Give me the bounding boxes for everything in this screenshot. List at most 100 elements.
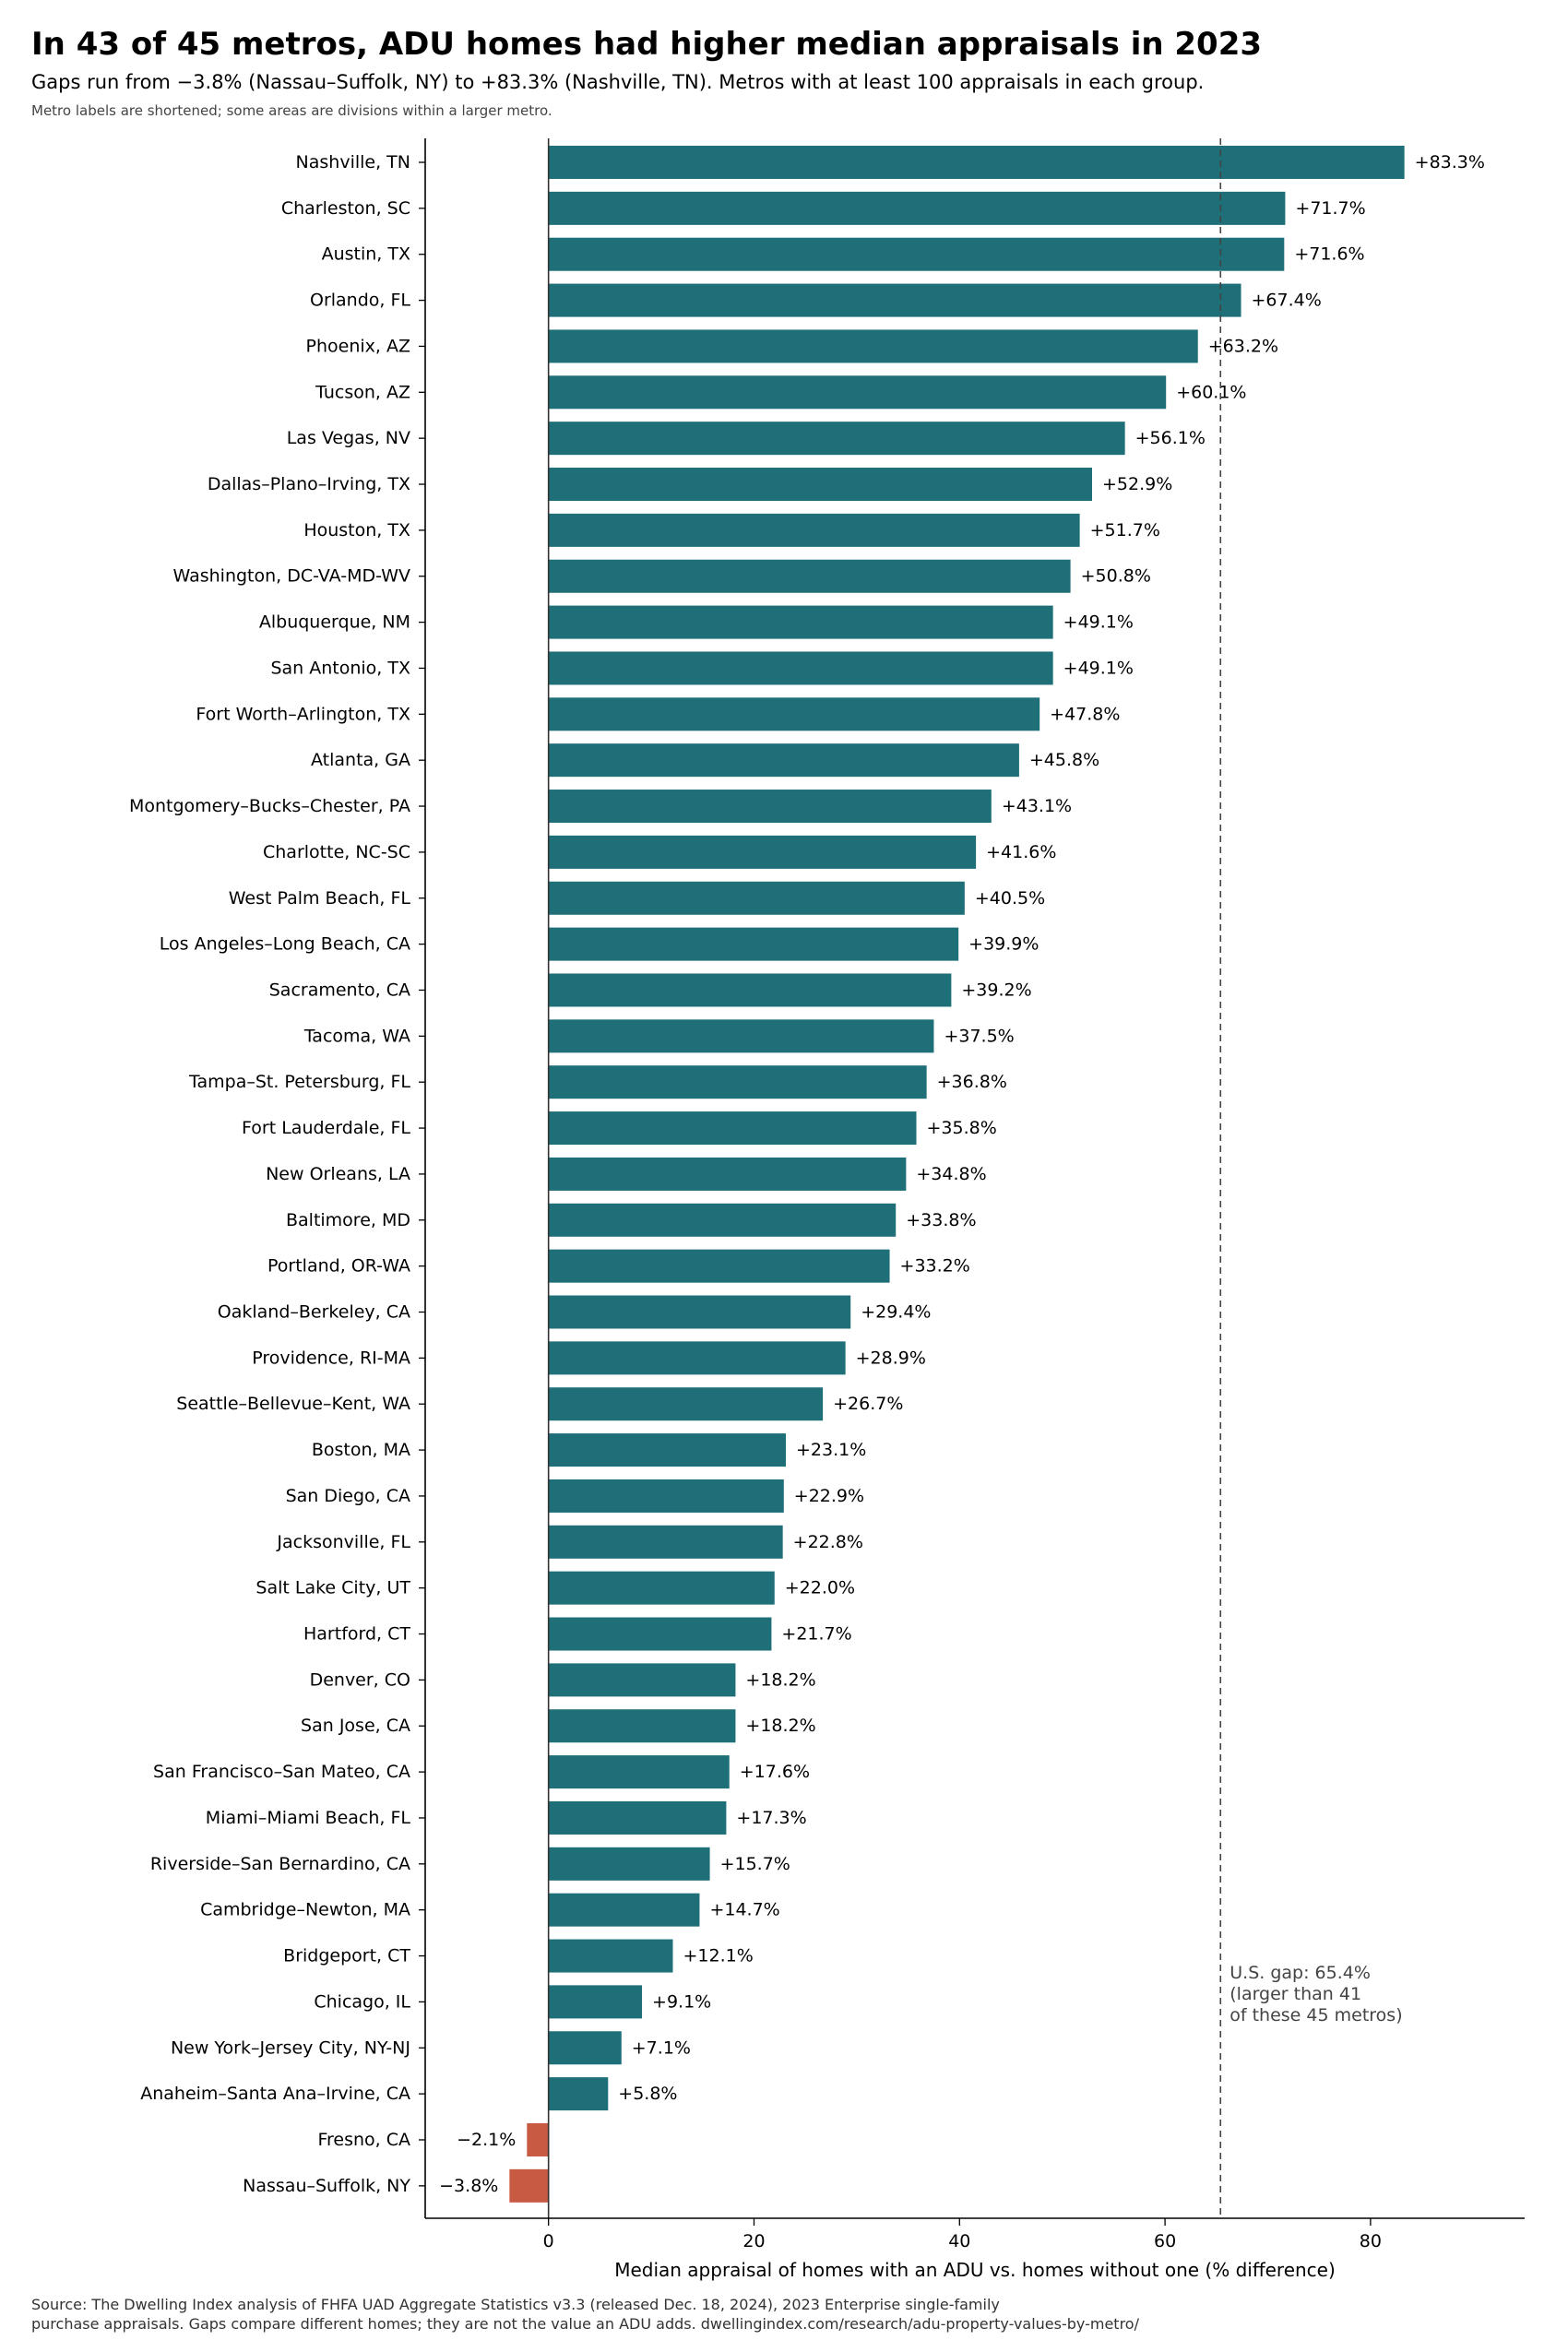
category-label: Atlanta, GA (311, 750, 410, 770)
category-label: San Antonio, TX (270, 658, 410, 678)
data-label: +23.1% (796, 1440, 866, 1460)
x-tick-label: 20 (742, 2231, 765, 2251)
data-label: +50.8% (1081, 566, 1151, 587)
category-label: Nassau–Suffolk, NY (243, 2176, 410, 2196)
data-label: +83.3% (1415, 152, 1485, 172)
category-label: Austin, TX (322, 244, 410, 265)
category-label: San Jose, CA (301, 1716, 410, 1736)
bar (548, 1939, 673, 1973)
data-label: +5.8% (618, 2084, 677, 2104)
source-line-2: purchase appraisals. Gaps compare differ… (31, 2315, 1139, 2333)
bar (548, 1847, 710, 1881)
category-label: Fresno, CA (317, 2130, 410, 2150)
data-label: +33.2% (900, 1256, 970, 1277)
data-label: +17.3% (736, 1808, 806, 1828)
bar (548, 2031, 622, 2065)
category-label: Sacramento, CA (269, 980, 410, 1000)
data-label: +39.9% (968, 934, 1039, 955)
x-tick-label: 0 (543, 2231, 554, 2251)
category-label: Anaheim–Santa Ana–Irvine, CA (140, 2084, 410, 2104)
bar (548, 605, 1053, 639)
data-label: +15.7% (720, 1854, 790, 1874)
data-label: +14.7% (709, 1900, 779, 1920)
data-label: +33.8% (906, 1210, 976, 1230)
category-label: Dallas–Plano–Irving, TX (208, 474, 410, 494)
us-gap-annotation: (larger than 41 (1229, 1984, 1361, 2004)
bar (548, 1893, 700, 1927)
bar (548, 1295, 851, 1329)
category-label: Fort Lauderdale, FL (242, 1118, 410, 1138)
bar (548, 835, 977, 869)
bar (548, 513, 1080, 547)
bar (548, 1387, 824, 1421)
data-label: +37.5% (944, 1026, 1014, 1046)
data-label: +56.1% (1135, 428, 1206, 448)
category-label: West Palm Beach, FL (229, 888, 411, 909)
category-label: Portland, OR-WA (267, 1256, 410, 1277)
category-label: Tampa–St. Petersburg, FL (188, 1072, 410, 1092)
bar (548, 559, 1071, 593)
data-label: +45.8% (1029, 750, 1099, 770)
us-gap-annotation: U.S. gap: 65.4% (1229, 1963, 1371, 1983)
bar (509, 2168, 549, 2203)
bar (548, 146, 1405, 179)
bar (548, 1019, 934, 1053)
data-label: +63.2% (1208, 336, 1278, 356)
source-line-1: Source: The Dwelling Index analysis of F… (31, 2296, 1000, 2313)
bar (548, 927, 959, 961)
data-label: +43.1% (1002, 796, 1072, 816)
category-label: Los Angeles–Long Beach, CA (160, 934, 410, 955)
category-label: San Diego, CA (286, 1486, 410, 1506)
data-label: +49.1% (1063, 612, 1134, 633)
x-axis-label: Median appraisal of homes with an ADU vs… (614, 2259, 1336, 2281)
category-label: Cambridge–Newton, MA (200, 1900, 410, 1920)
data-label: +29.4% (861, 1302, 931, 1323)
category-label: Tucson, AZ (315, 382, 410, 402)
category-label: Phoenix, AZ (306, 336, 410, 356)
data-label: +47.8% (1050, 704, 1120, 724)
bar (548, 2077, 609, 2111)
data-label: +21.7% (781, 1624, 851, 1645)
category-label: Fort Worth–Arlington, TX (196, 704, 410, 724)
data-label: +22.0% (785, 1578, 855, 1598)
category-label: Jacksonville, FL (276, 1532, 410, 1552)
data-label: +22.8% (793, 1532, 863, 1552)
bar (548, 237, 1285, 271)
data-label: +18.2% (745, 1669, 815, 1690)
bar-chart: Nashville, TN +83.3% Charleston, SC +71.7% A… (129, 138, 1525, 2281)
category-label: Las Vegas, NV (287, 428, 410, 448)
data-label: +40.5% (975, 888, 1045, 909)
category-label: Tacoma, WA (303, 1026, 410, 1046)
data-label: +22.9% (794, 1486, 864, 1506)
bar (548, 422, 1125, 456)
bar (548, 790, 992, 824)
category-label: Providence, RI-MA (252, 1348, 410, 1368)
data-label: +51.7% (1090, 520, 1160, 540)
category-label: Albuquerque, NM (259, 612, 410, 633)
chart-subtitle: Gaps run from −3.8% (Nassau–Suffolk, NY)… (31, 71, 1205, 93)
source-note: Source: The Dwelling Index analysis of F… (31, 2295, 1139, 2334)
category-label: Nashville, TN (296, 152, 410, 172)
data-label: +18.2% (745, 1716, 815, 1736)
bar (548, 973, 952, 1007)
data-label: +28.9% (856, 1348, 926, 1368)
bar (548, 743, 1019, 778)
bar (548, 697, 1040, 731)
category-label: Bridgeport, CT (283, 1946, 410, 1966)
category-label: Washington, DC-VA-MD-WV (173, 566, 410, 587)
bar (548, 1800, 727, 1835)
data-label: −3.8% (439, 2176, 498, 2196)
category-label: Baltimore, MD (286, 1210, 410, 1230)
category-label: New Orleans, LA (266, 1164, 410, 1184)
bar (548, 375, 1167, 410)
data-label: +39.2% (961, 980, 1031, 1000)
data-label: +71.7% (1295, 198, 1365, 219)
category-label: Boston, MA (312, 1440, 410, 1460)
data-label: +41.6% (986, 842, 1056, 862)
category-label: Seattle–Bellevue–Kent, WA (176, 1394, 410, 1414)
category-label: Miami–Miami Beach, FL (206, 1808, 411, 1828)
data-label: +35.8% (927, 1118, 997, 1138)
category-label: Oakland–Berkeley, CA (218, 1302, 410, 1323)
bar (548, 1065, 927, 1099)
bar (548, 1571, 775, 1605)
